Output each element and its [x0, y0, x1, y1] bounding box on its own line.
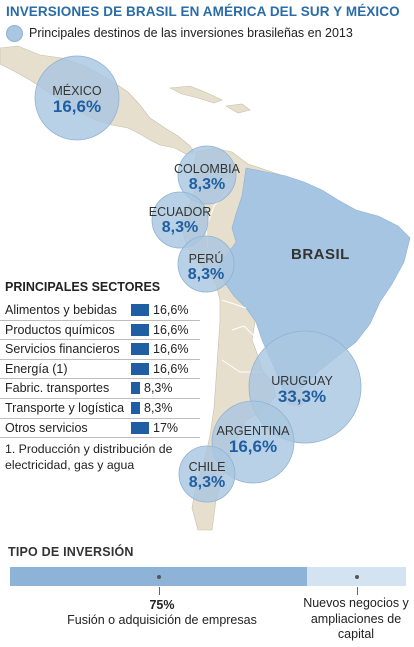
label-ecuador: ECUADOR 8,3% — [149, 205, 212, 236]
circle-colombia[interactable] — [177, 145, 237, 205]
city-name: PERÚ — [188, 252, 224, 266]
sectors-title: PRINCIPALES SECTORES — [5, 280, 161, 294]
city-value: 33,3% — [277, 387, 327, 406]
city-value: 8,3% — [188, 474, 226, 491]
sector-value: 8,3% — [144, 400, 173, 415]
city-name: MÉXICO — [52, 84, 102, 98]
nuevos-marker-dot — [355, 575, 359, 579]
sectors-footnote: 1. Producción y distribución de electric… — [5, 442, 173, 472]
sector-value: 8,3% — [144, 381, 173, 396]
sector-label: Fabric. transportes — [5, 381, 110, 396]
sector-row: Servicios financieros 16,6% — [0, 340, 200, 360]
city-name: ECUADOR — [148, 205, 212, 219]
sector-label: Alimentos y bebidas — [5, 303, 117, 317]
cuba — [168, 85, 223, 104]
sector-bar — [131, 421, 149, 434]
fusion-marker-dot — [157, 575, 161, 579]
map-title: INVERSIONES DE BRASIL EN AMÉRICA DEL SUR… — [6, 4, 400, 19]
tipo-bar — [10, 567, 406, 586]
fusion-marker-line — [159, 587, 160, 595]
sector-bar — [131, 401, 140, 414]
sector-bar — [131, 304, 149, 316]
sector-label: Energía (1) — [5, 361, 68, 376]
label-chile: CHILE 8,3% — [189, 460, 226, 491]
sector-bar — [131, 362, 149, 375]
sector-value: 16,6% — [153, 342, 189, 357]
sector-value: 17% — [153, 420, 179, 435]
city-value: 8,3% — [187, 266, 225, 283]
nuevos-marker-line — [357, 587, 358, 595]
sectors-table: Alimentos y bebidas 16,6% Productos quím… — [0, 301, 200, 439]
circle-mexico[interactable] — [34, 55, 120, 141]
sector-row: Transporte y logística 8,3% — [0, 399, 200, 419]
circle-ecuador[interactable] — [151, 191, 209, 249]
city-name: URUGUAY — [271, 374, 333, 388]
sector-row: Alimentos y bebidas 16,6% — [0, 301, 200, 321]
city-value: 16,6% — [228, 437, 278, 456]
sector-row: Fabric. transportes 8,3% — [0, 379, 200, 399]
label-mexico: MÉXICO 16,6% — [52, 84, 101, 115]
sector-row: Otros servicios 17% — [0, 419, 200, 439]
sector-row: Energía (1) 16,6% — [0, 360, 200, 380]
sector-label: Productos químicos — [5, 322, 115, 337]
sector-bar — [131, 382, 140, 395]
circle-chile[interactable] — [178, 445, 236, 503]
destination-circles — [34, 55, 362, 503]
sector-value: 16,6% — [153, 322, 189, 337]
legend-circle-icon — [6, 24, 23, 42]
city-value: 16,6% — [52, 97, 102, 116]
city-name: CHILE — [188, 460, 226, 474]
label-peru: PERÚ 8,3% — [188, 252, 224, 283]
sector-label: Otros servicios — [5, 420, 88, 435]
label-argentina: ARGENTINA 16,6% — [217, 424, 290, 455]
sector-row: Productos químicos 16,6% — [0, 321, 200, 341]
label-colombia: COLOMBIA 8,3% — [174, 162, 240, 193]
city-name: ARGENTINA — [216, 424, 290, 438]
circle-peru[interactable] — [177, 235, 235, 293]
brasil-label: BRASIL — [291, 246, 350, 263]
nuevos-label: Nuevos negocios y ampliaciones de capita… — [303, 596, 409, 641]
sector-value: 16,6% — [153, 361, 189, 376]
sector-bar — [131, 323, 149, 336]
city-name: COLOMBIA — [174, 162, 240, 176]
fusion-text: Fusión o adquisición de empresas — [67, 613, 257, 627]
tipo-title: TIPO DE INVERSIÓN — [8, 545, 134, 559]
legend-text: Principales destinos de las inversiones … — [29, 26, 353, 40]
city-value: 8,3% — [188, 176, 226, 193]
sector-label: Transporte y logística — [5, 400, 125, 415]
sector-label: Servicios financieros — [5, 342, 120, 357]
sector-value: 16,6% — [153, 303, 189, 317]
fusion-label: 75% Fusión o adquisición de empresas — [52, 598, 272, 628]
sector-bar — [131, 343, 149, 356]
fusion-percent: 75% — [149, 598, 175, 612]
label-uruguay: URUGUAY 33,3% — [271, 374, 333, 405]
hispaniola — [225, 103, 251, 114]
city-value: 8,3% — [161, 219, 199, 236]
legend: Principales destinos de las inversiones … — [6, 24, 353, 42]
